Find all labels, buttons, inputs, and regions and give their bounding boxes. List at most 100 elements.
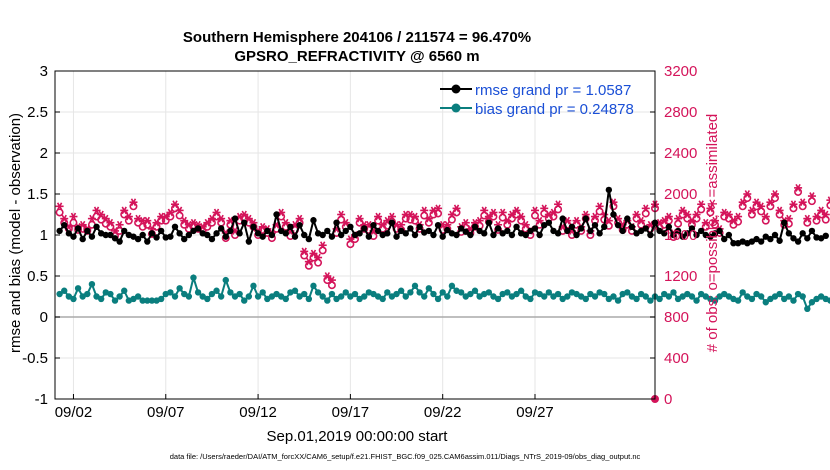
rmse-point xyxy=(296,221,303,229)
rmse-point xyxy=(365,233,373,240)
possible-obs-point xyxy=(300,251,309,260)
assimilated-obs-point xyxy=(683,210,692,219)
rmse-point xyxy=(319,231,326,239)
rmse-point xyxy=(185,231,193,239)
rmse-point xyxy=(384,230,391,237)
y2-tick-label: 1200 xyxy=(664,268,697,285)
bias-point xyxy=(324,297,331,304)
assimilated-obs-point xyxy=(101,214,110,223)
y2-tick-label: 0 xyxy=(664,391,672,408)
possible-obs-point xyxy=(738,202,747,211)
rmse-point xyxy=(56,227,63,235)
possible-obs-point xyxy=(346,240,355,249)
bias-point xyxy=(222,276,229,284)
assimilated-obs-point xyxy=(78,220,87,229)
y2-tick-label: 1600 xyxy=(664,227,697,244)
rmse-point xyxy=(531,225,539,232)
bias-point xyxy=(633,295,640,303)
rmse-point xyxy=(213,230,220,237)
bias-point xyxy=(328,290,336,298)
rmse-point xyxy=(388,219,396,226)
assimilated-obs-point xyxy=(374,212,383,221)
rmse-point xyxy=(679,233,686,240)
possible-obs-point xyxy=(318,246,327,255)
bias-point xyxy=(541,293,548,300)
bias-point xyxy=(319,293,326,300)
rmse-point xyxy=(568,223,576,230)
rmse-point xyxy=(688,225,696,232)
assimilated-obs-point xyxy=(817,206,826,215)
y-axis-label: rmse and bias (model - observation) xyxy=(7,113,24,353)
possible-obs-point xyxy=(807,197,816,206)
rmse-point xyxy=(697,227,705,235)
possible-obs-point xyxy=(138,222,147,231)
bias-point xyxy=(61,287,68,294)
possible-obs-point xyxy=(812,216,821,225)
bias-point xyxy=(827,297,830,304)
rmse-point xyxy=(333,219,340,226)
assimilated-obs-point xyxy=(327,276,336,284)
bias-point xyxy=(739,289,746,296)
possible-obs-point xyxy=(761,216,770,225)
rmse-point xyxy=(591,221,599,229)
legend-rmse-marker xyxy=(451,84,461,94)
assimilated-obs-point xyxy=(678,206,687,215)
rmse-point xyxy=(254,230,262,237)
rmse-point xyxy=(665,223,673,230)
y2-tick-label: 3200 xyxy=(664,63,697,80)
rmse-point xyxy=(374,227,382,235)
rmse-point xyxy=(65,230,73,237)
possible-obs-point xyxy=(789,204,798,213)
rmse-point xyxy=(707,233,714,240)
assimilated-obs-point xyxy=(411,212,419,221)
assimilated-obs-point xyxy=(531,206,539,215)
bias-point xyxy=(84,290,91,298)
y-tick-label: 0.5 xyxy=(27,268,48,285)
assimilated-obs-point xyxy=(674,214,683,223)
rmse-point xyxy=(111,235,119,242)
rmse-point xyxy=(241,219,248,226)
bias-point xyxy=(236,290,243,298)
y-tick-label: 2 xyxy=(40,145,48,162)
bias-point xyxy=(402,293,409,300)
rmse-point xyxy=(771,231,779,239)
rmse-point xyxy=(342,227,349,235)
rmse-point xyxy=(282,230,289,237)
rmse-point xyxy=(84,227,91,235)
rmse-point xyxy=(425,227,433,235)
bias-point xyxy=(582,295,589,303)
rmse-point xyxy=(231,215,239,222)
assimilated-obs-point xyxy=(549,208,558,217)
rmse-point xyxy=(513,223,520,230)
rmse-point xyxy=(610,211,617,218)
bias-point xyxy=(614,297,622,304)
rmse-point xyxy=(250,223,257,230)
rmse-point xyxy=(93,223,100,230)
bias-point xyxy=(457,289,465,296)
possible-obs-point xyxy=(175,211,184,220)
possible-obs-point xyxy=(821,215,830,224)
bias-point xyxy=(711,297,719,304)
assimilated-obs-point xyxy=(706,204,715,213)
rmse-point xyxy=(642,225,649,232)
rmse-point xyxy=(157,227,165,235)
bias-point xyxy=(144,297,151,304)
bias-point xyxy=(97,295,105,303)
bias-point xyxy=(171,293,179,300)
bias-point xyxy=(56,290,63,298)
rmse-point xyxy=(402,230,409,237)
rmse-point xyxy=(121,227,128,235)
assimilated-obs-point xyxy=(452,204,461,213)
possible-obs-point xyxy=(674,219,683,228)
rmse-point xyxy=(222,233,229,240)
rmse-point xyxy=(337,231,345,239)
assimilated-obs-point xyxy=(87,214,96,223)
rmse-point xyxy=(430,231,437,239)
possible-obs-point xyxy=(503,220,512,229)
rmse-point xyxy=(407,225,414,232)
assimilated-obs-point xyxy=(318,241,327,250)
rmse-point xyxy=(204,231,211,239)
assimilated-obs-point xyxy=(554,200,563,209)
x-tick-label: 09/17 xyxy=(332,404,370,421)
bias-point xyxy=(305,295,313,303)
